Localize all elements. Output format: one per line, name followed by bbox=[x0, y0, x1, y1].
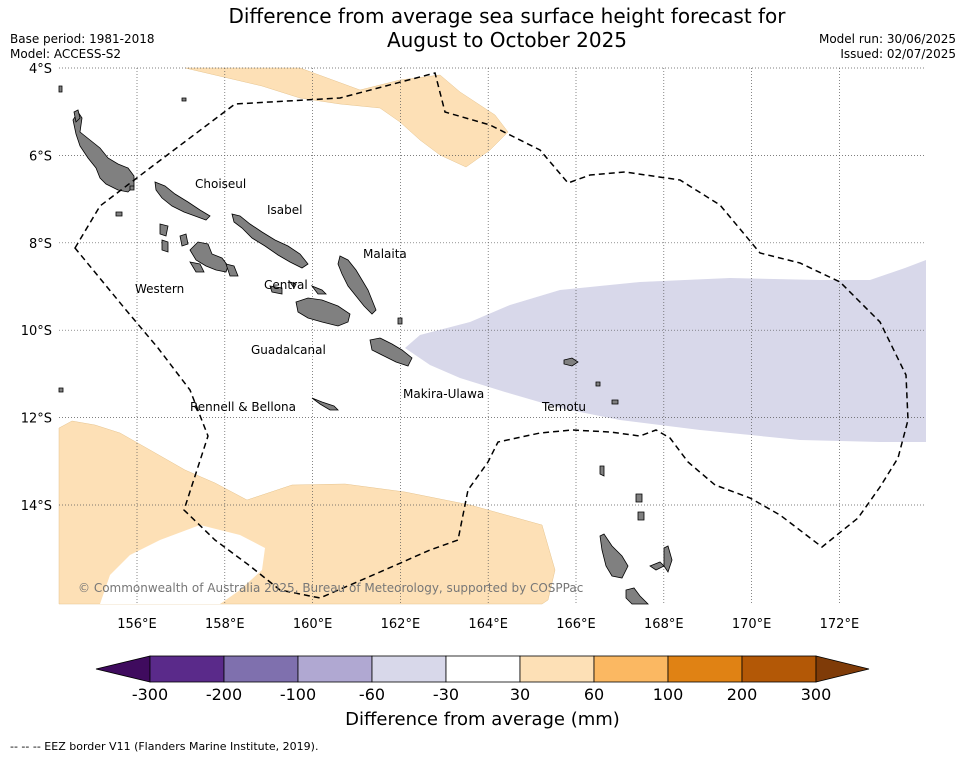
lat-tick-label: 6°S bbox=[29, 149, 52, 164]
lon-tick-label: 168°E bbox=[644, 617, 684, 632]
meta-left: Base period: 1981-2018 Model: ACCESS-S2 bbox=[10, 32, 155, 62]
makira-island bbox=[369, 337, 413, 367]
colorbar-tick-label: -60 bbox=[359, 685, 385, 704]
colorbar-tick-label: -100 bbox=[280, 685, 316, 704]
colorbar-segment bbox=[519, 655, 595, 683]
lat-tick-label: 12°S bbox=[21, 412, 52, 427]
land-masses bbox=[58, 85, 673, 605]
lat-tick-label: 14°S bbox=[21, 499, 52, 514]
latitude-labels: 4°S 6°S 8°S 10°S 12°S 14°S bbox=[21, 62, 52, 514]
malaita-island bbox=[337, 255, 377, 315]
colorbar-segment bbox=[667, 655, 743, 683]
colorbar-tick-label: 100 bbox=[653, 685, 684, 704]
vanuatu-islands bbox=[599, 465, 673, 605]
colorbar-extend-max bbox=[815, 655, 870, 683]
negative-anomaly-east bbox=[405, 260, 926, 442]
colorbar-segment bbox=[297, 655, 373, 683]
model-text: Model: ACCESS-S2 bbox=[10, 47, 122, 61]
guadalcanal-island bbox=[295, 297, 351, 327]
colorbar-segment bbox=[149, 655, 225, 683]
label-rennell-bellona: Rennell & Bellona bbox=[190, 400, 296, 414]
eez-border bbox=[74, 72, 909, 599]
label-guadalcanal: Guadalcanal bbox=[251, 343, 326, 357]
label-western: Western bbox=[135, 282, 184, 296]
colorbar-tick-label: 60 bbox=[584, 685, 604, 704]
colorbar-tick-label: -200 bbox=[206, 685, 242, 704]
eez-footnote: -- -- -- EEZ border V11 (Flanders Marine… bbox=[10, 740, 319, 753]
label-malaita: Malaita bbox=[363, 247, 407, 261]
label-choiseul: Choiseul bbox=[195, 177, 246, 191]
santa-cruz-islands bbox=[563, 357, 619, 405]
label-makira-ulawa: Makira-Ulawa bbox=[403, 387, 484, 401]
label-isabel: Isabel bbox=[267, 203, 302, 217]
lon-tick-label: 172°E bbox=[820, 617, 860, 632]
anomaly-fields bbox=[58, 67, 926, 605]
title-line-1: Difference from average sea surface heig… bbox=[228, 4, 786, 28]
lon-tick-label: 164°E bbox=[468, 617, 508, 632]
copyright-text: © Commonwealth of Australia 2025, Bureau… bbox=[78, 581, 583, 595]
colorbar-tick-label: -300 bbox=[132, 685, 168, 704]
lat-tick-label: 8°S bbox=[29, 237, 52, 252]
positive-anomaly-southwest-inlet bbox=[100, 525, 265, 604]
colorbar-tick-label: -30 bbox=[433, 685, 459, 704]
lon-tick-label: 160°E bbox=[293, 617, 333, 632]
lat-tick-label: 10°S bbox=[21, 324, 52, 339]
chart-title: Difference from average sea surface heig… bbox=[0, 4, 965, 52]
buka-island bbox=[73, 109, 81, 123]
gridlines bbox=[59, 67, 926, 605]
bougainville-island bbox=[72, 111, 135, 193]
colorbar-segment bbox=[223, 655, 299, 683]
lon-tick-label: 170°E bbox=[732, 617, 772, 632]
lon-tick-label: 158°E bbox=[205, 617, 245, 632]
meta-right: Model run: 30/06/2025 Issued: 02/07/2025 bbox=[819, 32, 956, 62]
colorbar-tick-label: 200 bbox=[727, 685, 758, 704]
lat-tick-label: 4°S bbox=[29, 62, 52, 77]
model-run-text: Model run: 30/06/2025 bbox=[818, 32, 956, 46]
isabel-island bbox=[231, 213, 309, 269]
colorbar-segment bbox=[741, 655, 817, 683]
choiseul-island bbox=[154, 181, 211, 221]
colorbar-label: Difference from average (mm) bbox=[345, 709, 620, 730]
small-islets bbox=[58, 85, 403, 393]
title-line-2: August to October 2025 bbox=[386, 28, 628, 52]
lon-tick-label: 156°E bbox=[117, 617, 157, 632]
lon-tick-label: 162°E bbox=[381, 617, 421, 632]
colorbar-segment bbox=[445, 655, 521, 683]
colorbar-tick-label: 300 bbox=[801, 685, 832, 704]
colorbar-tick-label: 30 bbox=[510, 685, 530, 704]
positive-anomaly-north bbox=[184, 67, 509, 168]
lon-tick-label: 166°E bbox=[556, 617, 596, 632]
label-temotu: Temotu bbox=[541, 400, 586, 414]
longitude-labels: 156°E 158°E 160°E 162°E 164°E 166°E 168°E 170°E… bbox=[117, 617, 859, 632]
colorbar: -300 -200 -100 -60 -30 30 60 100 200 300 bbox=[95, 655, 870, 704]
base-period-text: Base period: 1981-2018 bbox=[10, 32, 155, 46]
colorbar-segment bbox=[371, 655, 447, 683]
province-labels: Choiseul Isabel Malaita Western Central … bbox=[135, 177, 586, 414]
colorbar-extend-min bbox=[95, 655, 151, 683]
issued-text: Issued: 02/07/2025 bbox=[840, 47, 956, 61]
western-islets bbox=[159, 223, 239, 277]
florida-islands bbox=[269, 281, 327, 295]
colorbar-segment bbox=[593, 655, 669, 683]
rennell-island bbox=[311, 397, 339, 411]
label-central: Central bbox=[264, 278, 308, 292]
